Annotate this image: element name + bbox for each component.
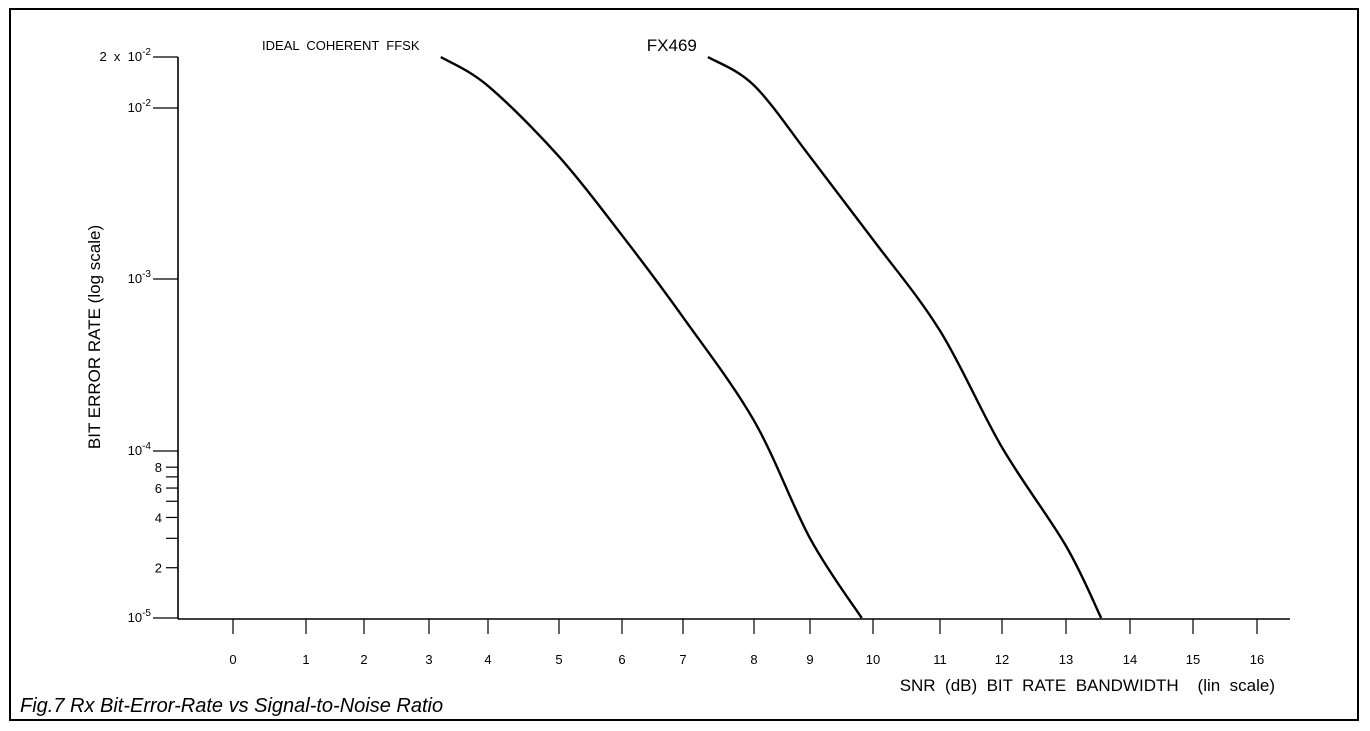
y-major-tick-label: 10-3 [128,269,152,286]
x-tick-label: 16 [1250,652,1264,667]
x-tick-label: 1 [302,652,309,667]
y-ticks: 2 x 10-2 10-2 10-3 10-4 10-5 8 6 4 2 [99,47,178,625]
x-tick-label: 8 [750,652,757,667]
x-tick-label: 15 [1186,652,1200,667]
y-major-tick-label: 2 x 10-2 [99,47,151,64]
x-ticks: 0 1 2 3 4 5 6 7 8 9 10 11 12 13 14 15 16 [229,619,1264,667]
figure-caption: Fig.7 Rx Bit-Error-Rate vs Signal-to-Noi… [20,695,444,717]
x-tick-label: 11 [933,652,947,667]
x-tick-label: 10 [866,652,880,667]
x-tick-label: 7 [679,652,686,667]
x-tick-label: 5 [555,652,562,667]
x-tick-label: 14 [1123,652,1137,667]
y-minor-tick-label: 4 [155,510,162,525]
x-tick-label: 4 [484,652,491,667]
x-tick-label: 3 [425,652,432,667]
figure-frame [9,8,1359,721]
y-axis-title: BIT ERROR RATE (log scale) [85,225,104,449]
x-tick-label: 0 [229,652,236,667]
x-tick-label: 13 [1059,652,1073,667]
ideal-ffsk-label: IDEAL COHERENT FFSK [262,38,420,53]
y-minor-tick-label: 2 [155,561,162,576]
y-major-tick-label: 10-4 [128,441,152,458]
x-tick-label: 2 [360,652,367,667]
x-axis-title: SNR (dB) BIT RATE BANDWIDTH (lin scale) [900,676,1275,695]
y-minor-tick-label: 6 [155,481,162,496]
x-tick-label: 6 [618,652,625,667]
series-curves: IDEAL COHERENT FFSK FX469 [262,36,1103,619]
x-tick-label: 9 [806,652,813,667]
y-major-tick-label: 10-2 [128,98,152,115]
ideal-ffsk-curve [440,55,863,619]
y-major-tick-label: 10-5 [128,608,152,625]
x-tick-label: 12 [995,652,1009,667]
fx469-label: FX469 [647,36,697,55]
y-minor-tick-label: 8 [155,460,162,475]
fx469-curve [707,55,1103,619]
